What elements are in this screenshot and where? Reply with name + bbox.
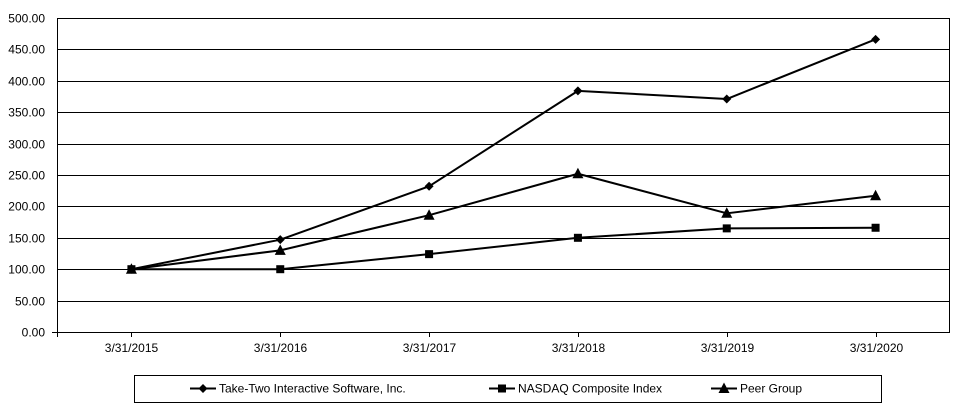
triangle-marker <box>125 263 137 274</box>
x-tick-label: 3/31/2018 <box>552 341 606 355</box>
square-marker <box>722 224 731 233</box>
series-line <box>131 38 876 271</box>
series-line <box>131 226 876 271</box>
y-tick-label: 150.00 <box>8 232 45 246</box>
x-tick-label: 3/31/2017 <box>403 341 457 355</box>
series-line <box>131 172 876 271</box>
y-tick-label: 400.00 <box>8 75 45 89</box>
legend-item: Take-Two Interactive Software, Inc. <box>190 382 406 396</box>
x-tick-label: 3/31/2019 <box>701 341 755 355</box>
x-axis-ticks: 3/31/2015 3/31/2016 3/31/2017 3/31/2018 3/31… <box>105 332 904 355</box>
series-diamond <box>126 34 881 274</box>
x-tick-label: 3/31/2015 <box>105 341 159 355</box>
x-tick-label: 3/31/2016 <box>254 341 308 355</box>
legend-label: Peer Group <box>740 382 802 396</box>
triangle-marker <box>870 189 882 201</box>
diamond-marker <box>198 384 208 393</box>
legend-label: Take-Two Interactive Software, Inc. <box>219 382 406 396</box>
series-triangle <box>125 167 882 274</box>
legend-label: NASDAQ Composite Index <box>518 382 662 396</box>
square-marker <box>425 250 434 259</box>
y-tick-label: 100.00 <box>8 263 45 277</box>
legend-item: NASDAQ Composite Index <box>489 382 662 396</box>
square-marker <box>276 265 285 274</box>
triangle-marker <box>721 207 733 218</box>
legend: Take-Two Interactive Software, Inc. NASDA… <box>134 375 882 403</box>
diamond-marker <box>275 235 285 245</box>
triangle-marker <box>423 209 435 220</box>
square-marker <box>871 223 880 232</box>
diamond-marker <box>573 86 583 96</box>
y-tick-label: 50.00 <box>15 295 45 309</box>
legend-item: Peer Group <box>711 382 802 396</box>
y-tick-label: 350.00 <box>8 106 45 120</box>
x-tick-label: 3/31/2020 <box>850 341 904 355</box>
triangle-marker <box>718 382 730 393</box>
square-marker <box>498 384 506 393</box>
triangle-marker <box>572 167 584 179</box>
y-tick-label: 0.00 <box>22 326 46 340</box>
y-tick-label: 250.00 <box>8 169 45 183</box>
y-tick-label: 200.00 <box>8 200 45 214</box>
diamond-marker <box>871 34 881 44</box>
y-axis-ticks: 0.00 50.00 100.00 150.00 200.00 250.00 300.00 3… <box>8 12 45 340</box>
y-tick-label: 500.00 <box>8 12 45 26</box>
series-group <box>125 34 882 274</box>
diamond-marker <box>722 94 732 104</box>
square-marker <box>573 233 582 242</box>
gridlines <box>57 18 950 333</box>
triangle-marker <box>274 244 286 255</box>
y-tick-label: 450.00 <box>8 43 45 57</box>
y-tick-label: 300.00 <box>8 138 45 152</box>
axes <box>52 18 950 337</box>
diamond-marker <box>424 181 434 191</box>
